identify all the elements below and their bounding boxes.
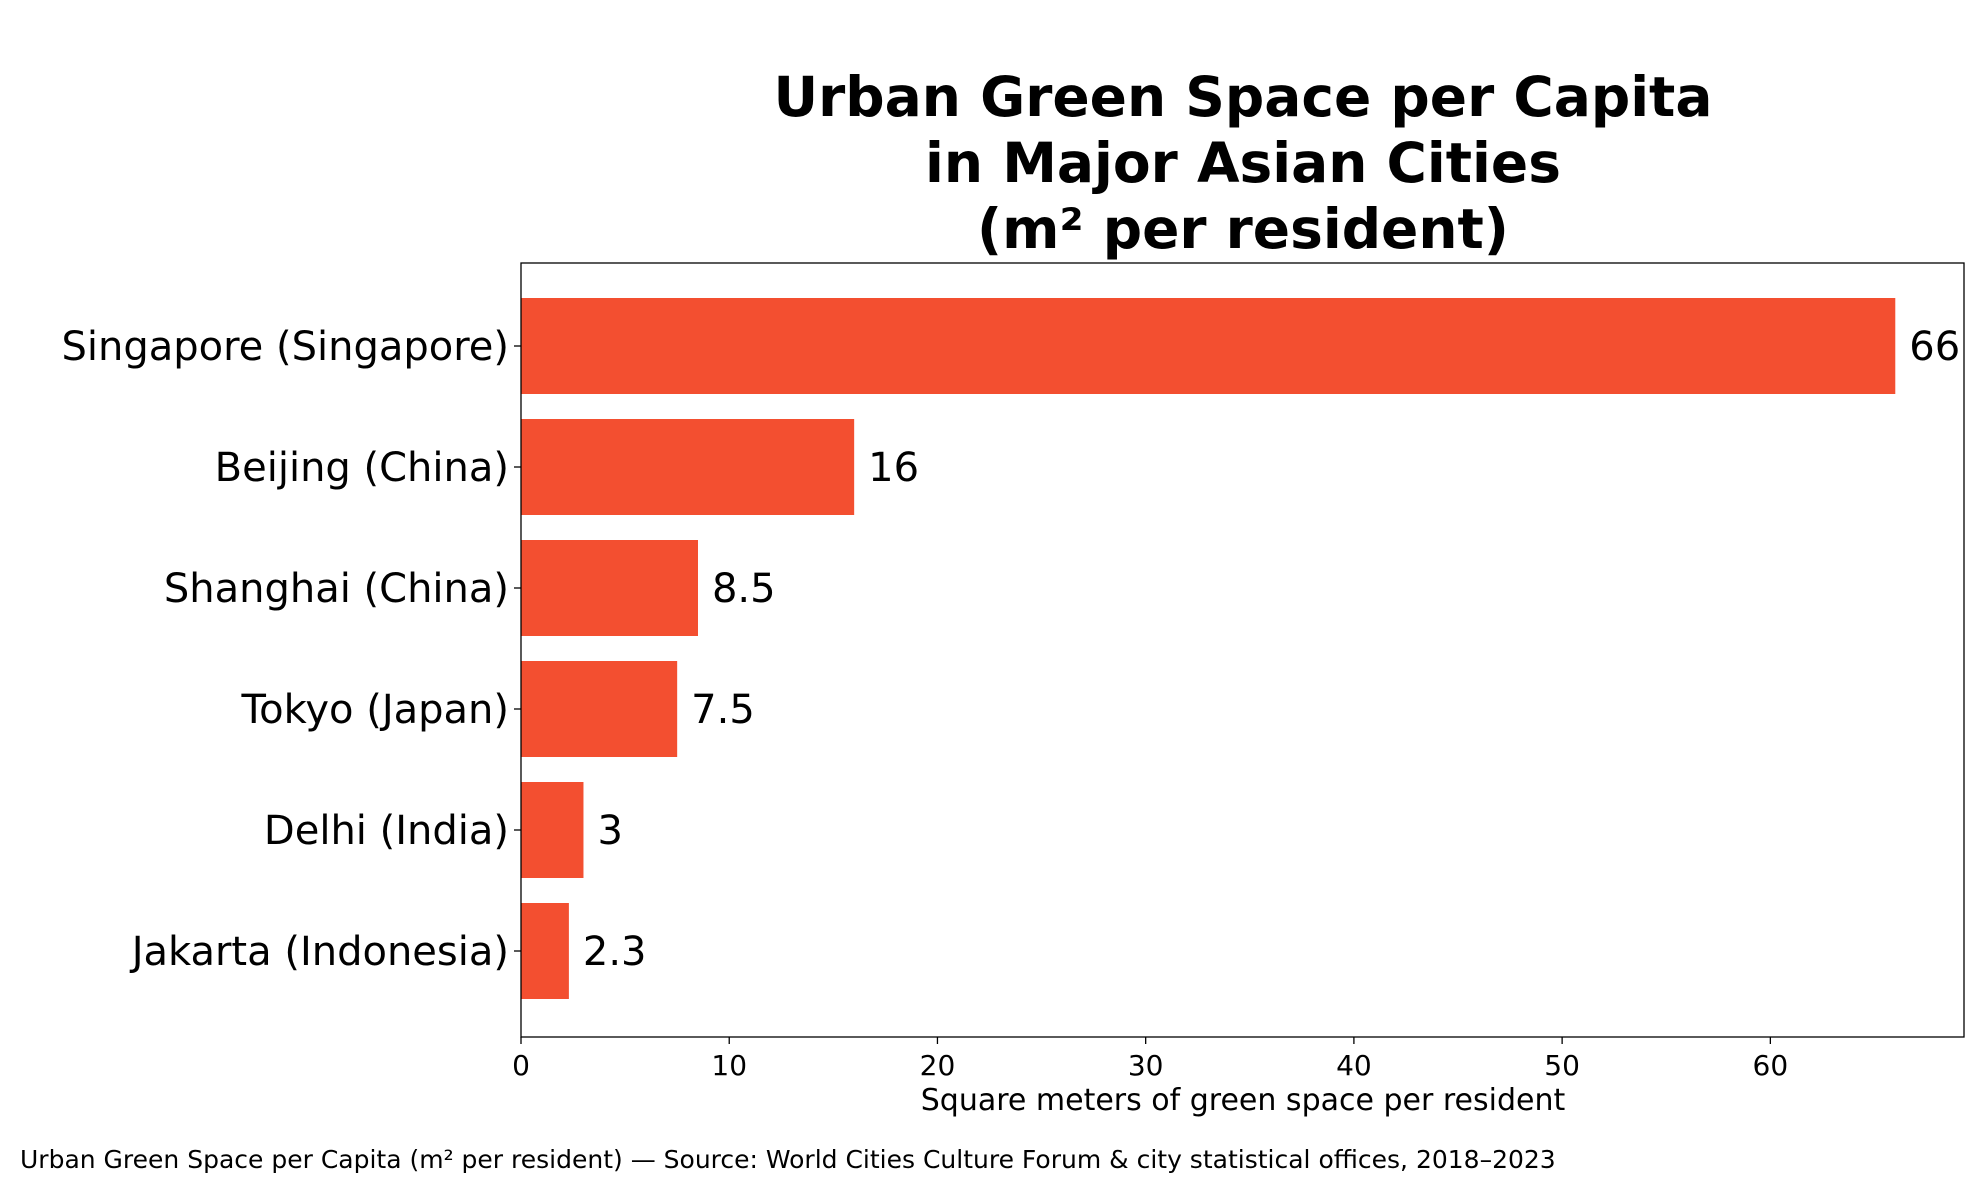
x-tick-label: 60 <box>1753 1049 1789 1082</box>
x-tick-label: 50 <box>1544 1049 1580 1082</box>
value-label: 16 <box>868 445 919 491</box>
y-tick-label: Delhi (India) <box>264 808 509 854</box>
y-tick-label: Shanghai (China) <box>164 566 509 612</box>
value-label: 66 <box>1909 324 1960 370</box>
footer-source-note: Urban Green Space per Capita (m² per res… <box>20 1145 1556 1174</box>
x-tick-label: 20 <box>920 1049 956 1082</box>
x-tick-label: 40 <box>1336 1049 1372 1082</box>
value-label: 8.5 <box>712 566 776 612</box>
x-axis-label: Square meters of green space per residen… <box>921 1083 1566 1118</box>
y-tick-label: Tokyo (Japan) <box>241 687 509 733</box>
y-tick-label: Singapore (Singapore) <box>61 324 509 370</box>
y-tick-label: Beijing (China) <box>215 445 509 491</box>
bar <box>521 419 855 515</box>
x-tick-label: 30 <box>1128 1049 1164 1082</box>
bars-group: 66 16 8.5 7.5 3 2.3 <box>521 298 1960 999</box>
bar <box>521 540 698 636</box>
y-tick-label: Jakarta (Indonesia) <box>129 929 509 975</box>
y-axis: Singapore (Singapore) Beijing (China) Shan… <box>61 324 521 975</box>
x-tick-label: 0 <box>512 1049 530 1082</box>
bar <box>521 661 678 757</box>
value-label: 7.5 <box>691 687 755 733</box>
bar <box>521 298 1896 394</box>
x-tick-label: 10 <box>711 1049 747 1082</box>
x-axis: 0 10 20 30 40 50 60 <box>512 1037 1788 1082</box>
bar <box>521 903 569 999</box>
value-label: 2.3 <box>583 929 647 975</box>
bar <box>521 782 584 878</box>
chart-title-line-3: (m² per resident) <box>977 197 1509 261</box>
chart-title-line-1: Urban Green Space per Capita <box>774 65 1713 129</box>
chart-title-line-2: in Major Asian Cities <box>925 131 1561 195</box>
value-label: 3 <box>597 808 622 854</box>
plot-frame <box>520 262 1965 1038</box>
